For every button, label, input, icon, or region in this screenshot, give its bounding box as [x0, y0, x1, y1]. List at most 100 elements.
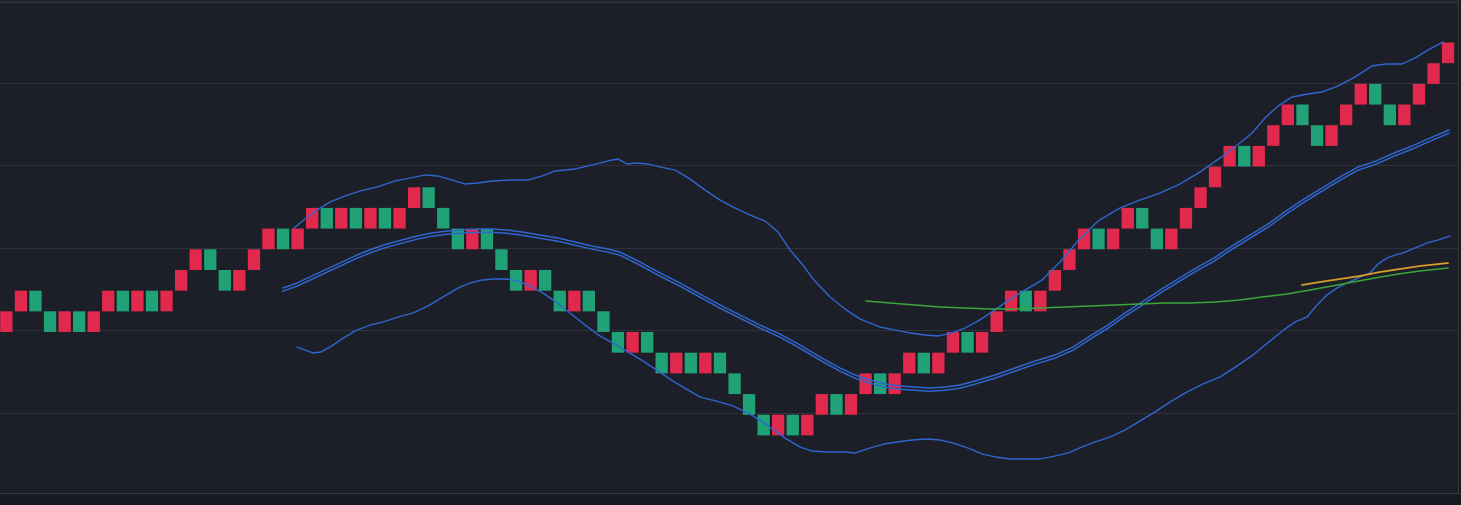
renko-brick-red [975, 332, 989, 353]
renko-brick-green [145, 290, 159, 312]
renko-brick-green [684, 352, 697, 374]
renko-brick-red [189, 249, 202, 270]
renko-brick-red [1005, 290, 1018, 312]
renko-brick-green [378, 207, 392, 229]
renko-brick-red [102, 290, 115, 312]
renko-brick-red [1063, 249, 1076, 270]
renko-brick-red [888, 373, 901, 395]
renko-brick-red [1048, 270, 1061, 291]
bollinger-basis-double-line-second [282, 132, 1450, 392]
renko-brick-red [524, 270, 537, 291]
renko-brick-red [1281, 104, 1294, 126]
renko-brick-red [393, 207, 406, 229]
renko-brick-green [1238, 145, 1251, 167]
renko-brick-green [1150, 228, 1163, 250]
renko-brick-red [364, 207, 377, 229]
renko-brick-green [757, 414, 770, 436]
bollinger-upper-band [293, 41, 1444, 337]
renko-brick-red [291, 228, 304, 250]
renko-brick-red [1340, 104, 1353, 126]
renko-brick-green [728, 373, 741, 395]
renko-brick-green [582, 290, 595, 312]
renko-brick-red [0, 311, 13, 332]
renko-brick-red [1121, 207, 1134, 229]
renko-brick-red [1223, 145, 1236, 167]
renko-brick-red [175, 270, 188, 291]
renko-brick-red [131, 290, 144, 312]
renko-brick-red [1179, 207, 1193, 229]
renko-brick-red [1107, 228, 1120, 250]
renko-brick-green [611, 332, 625, 353]
renko-brick-red [87, 311, 100, 332]
renko-brick-green [349, 207, 362, 229]
renko-brick-red [1412, 83, 1426, 105]
renko-brick-green [451, 228, 464, 250]
renko-brick-red [160, 290, 173, 312]
renko-brick-green [116, 290, 129, 312]
renko-brick-green [204, 249, 217, 270]
renko-brick-red [670, 352, 683, 374]
renko-brick-red [1077, 228, 1091, 250]
renko-brick-red [903, 352, 916, 374]
bollinger-basis-double-line [282, 129, 1450, 389]
renko-brick-red [1267, 125, 1280, 146]
renko-brick-green [830, 394, 843, 415]
time-axis-strip[interactable] [0, 494, 1461, 505]
renko-bricks [0, 42, 1455, 436]
indicator-lines [282, 41, 1451, 460]
renko-brick-green [218, 270, 231, 291]
renko-brick-red [946, 332, 960, 353]
renko-brick-red [1398, 104, 1411, 126]
renko-brick-green [713, 352, 727, 374]
renko-brick-red [1208, 166, 1222, 188]
renko-brick-green [1092, 228, 1105, 250]
renko-brick-green [422, 187, 435, 208]
renko-brick-green [641, 332, 654, 353]
renko-brick-green [917, 352, 930, 374]
renko-brick-green [786, 414, 799, 436]
renko-brick-green [1019, 290, 1032, 312]
renko-brick-red [1441, 42, 1455, 64]
renko-brick-green [742, 394, 756, 415]
renko-brick-red [1194, 187, 1207, 208]
renko-brick-green [539, 270, 552, 291]
renko-brick-green [437, 207, 450, 229]
renko-brick-red [58, 311, 71, 332]
renko-brick-red [1165, 228, 1178, 250]
renko-brick-red [1034, 290, 1047, 312]
price-axis-strip[interactable] [1459, 0, 1461, 493]
renko-brick-green [29, 290, 42, 312]
renko-brick-red [859, 373, 872, 395]
renko-brick-green [73, 311, 86, 332]
renko-brick-green [43, 311, 57, 332]
renko-brick-green [1296, 104, 1309, 126]
moving-average-orange [1301, 262, 1449, 286]
renko-brick-red [1427, 63, 1440, 84]
bollinger-lower-band [296, 235, 1451, 460]
renko-brick-red [815, 394, 828, 415]
renko-brick-green [597, 311, 610, 332]
renko-brick-green [320, 207, 333, 229]
renko-brick-green [1310, 125, 1324, 146]
renko-brick-green [276, 228, 290, 250]
renko-brick-green [553, 290, 566, 312]
renko-brick-red [932, 352, 945, 374]
moving-average-green [865, 267, 1449, 310]
renko-brick-red [1354, 83, 1367, 105]
renko-brick-green [495, 249, 508, 270]
renko-brick-red [990, 311, 1003, 332]
renko-brick-red [14, 290, 28, 312]
renko-brick-green [655, 352, 668, 374]
renko-brick-red [568, 290, 581, 312]
renko-brick-red [335, 207, 348, 229]
renko-brick-red [466, 228, 479, 250]
renko-brick-red [262, 228, 275, 250]
renko-brick-red [1252, 145, 1265, 167]
renko-brick-green [1136, 207, 1149, 229]
renko-brick-green [961, 332, 974, 353]
renko-brick-red [844, 394, 858, 415]
renko-brick-red [1325, 125, 1338, 146]
